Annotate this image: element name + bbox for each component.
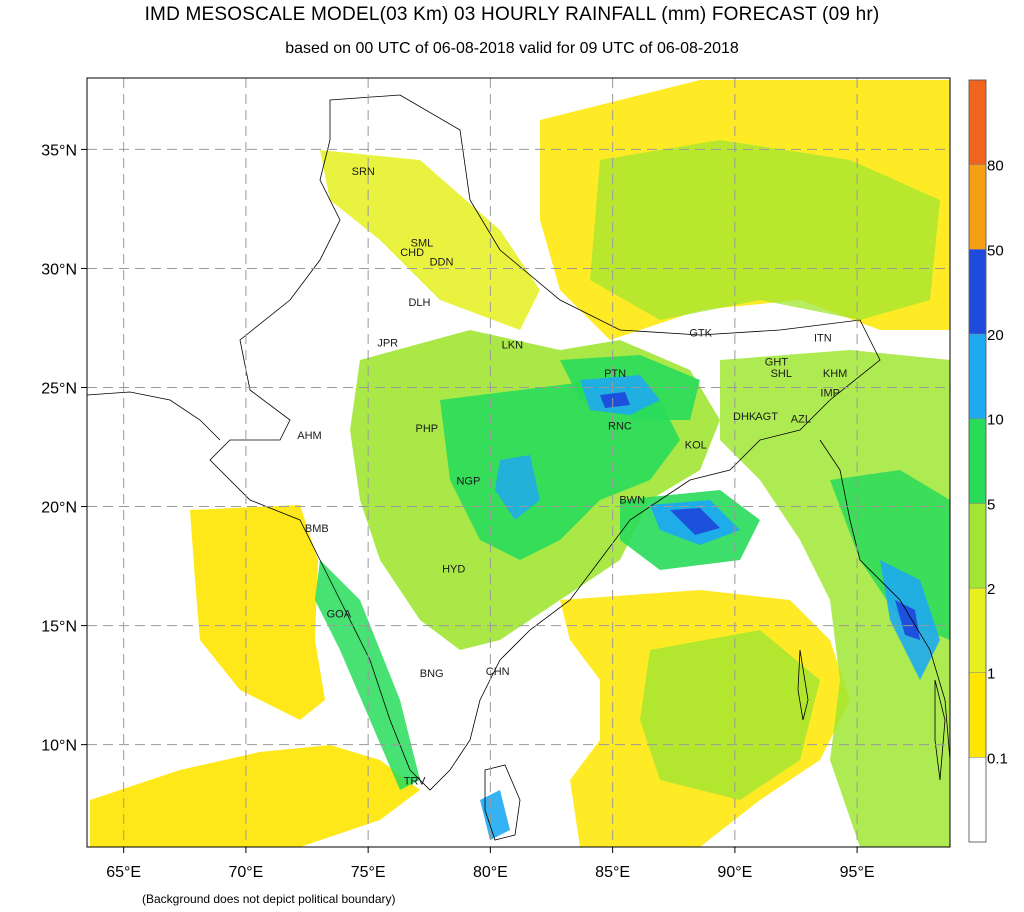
station-label-ptn: PTN [604,368,626,380]
lat-tick-label: 10°N [41,738,77,755]
station-label-dhk: DHK [733,411,757,423]
legend-label: 80 [987,158,1004,175]
legend-label: 20 [987,327,1004,344]
station-label-kol: KOL [685,440,707,452]
station-label-goa: GOA [327,609,352,621]
station-label-bmb: BMB [305,523,329,535]
station-label-sml: SML [411,237,434,249]
station-label-lkn: LKN [502,340,523,352]
legend-swatch [968,418,987,504]
lat-tick-label: 15°N [41,619,77,636]
station-label-agt: AGT [755,411,778,423]
legend-swatch [968,79,987,165]
station-label-azl: AZL [791,413,811,425]
coastline-west [87,391,221,441]
lon-tick-label: 65°E [106,864,141,881]
lon-tick-label: 75°E [351,864,386,881]
rain-area-light [320,150,540,330]
station-label-shl: SHL [771,368,792,380]
plot-frame [86,77,951,848]
legend-label: 0.1 [987,750,1008,767]
lat-tick-label: 25°N [41,381,77,398]
coastline-east [819,439,950,761]
graticule [87,78,950,847]
rain-area-10mm [480,790,510,840]
legend-swatch [968,249,987,335]
rain-area-20mm [670,508,720,535]
background-footnote: (Background does not depict political bo… [142,892,396,906]
lon-tick-label: 95°E [840,864,875,881]
station-label-chn: CHN [486,666,510,678]
station-label-ahm: AHM [297,430,321,442]
station-label-bwn: BWN [619,494,645,506]
country-outline [209,94,881,791]
legend-swatch [968,587,987,673]
rain-area-light [90,745,420,847]
sri-lanka-outline [484,764,521,841]
station-label-ddn: DDN [430,256,454,268]
station-label-bng: BNG [420,668,444,680]
station-label-dlh: DLH [408,297,430,309]
rainfall-layer [87,80,950,847]
station-label-rnc: RNC [608,421,632,433]
rain-area-10mm [495,455,540,520]
lon-tick-label: 85°E [595,864,630,881]
station-label-hyd: HYD [442,563,465,575]
station-label-srn: SRN [352,166,375,178]
station-label-gtk: GTK [689,328,712,340]
map-title: IMD MESOSCALE MODEL(03 Km) 03 HOURLY RAI… [144,4,880,25]
legend-swatch [968,503,987,589]
lon-tick-label: 90°E [717,864,752,881]
legend-swatch [968,757,987,843]
station-label-itn: ITN [814,333,832,345]
station-label-khm: KHM [823,368,847,380]
station-label-php: PHP [416,423,439,435]
station-label-ght: GHT [765,356,789,368]
legend-label: 50 [987,242,1004,259]
legend-frame [968,79,987,843]
andaman-islands [797,649,946,781]
legend-label: 1 [987,666,995,683]
legend-swatch [968,672,987,758]
legend-label: 10 [987,412,1004,429]
axis-tick-labels: 65°E 70°E 75°E 80°E 85°E 90°E 95°E 10°N 15°N 20°N… [41,142,874,881]
lon-tick-label: 80°E [473,864,508,881]
rain-area-5mm [440,380,680,560]
station-label-trv: TRV [404,775,426,787]
lat-tick-label: 20°N [41,500,77,517]
map-subtitle: based on 00 UTC of 06-08-2018 valid for … [285,40,739,57]
rain-area-2mm [590,140,940,320]
legend-label: 5 [987,496,995,513]
rain-area-2mm [640,630,820,800]
lat-tick-label: 30°N [41,261,77,278]
rain-area-5mm [315,560,420,790]
rainfall-legend: 0.1 1 2 5 10 20 50 80 [968,79,1008,843]
rain-area-20mm [895,600,920,640]
legend-swatch [968,164,987,250]
station-label-jpr: JPR [377,337,398,349]
rain-area-20mm [600,392,630,408]
lat-tick-label: 35°N [41,142,77,159]
lon-tick-label: 70°E [228,864,263,881]
rain-area-light [190,505,325,720]
station-label-chd: CHD [400,247,424,259]
station-label-ngp: NGP [456,475,480,487]
legend-label: 2 [987,581,995,598]
station-label-imp: IMP [820,387,840,399]
legend-swatch [968,333,987,419]
